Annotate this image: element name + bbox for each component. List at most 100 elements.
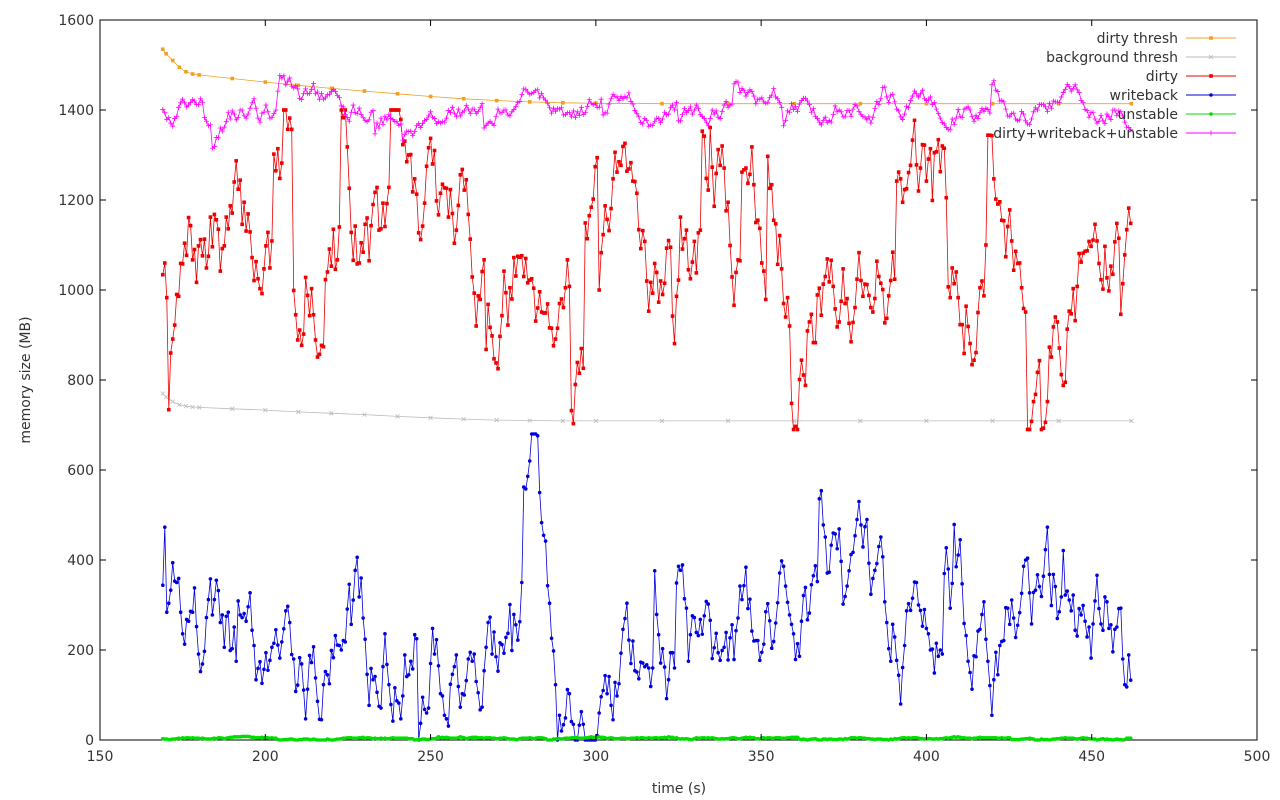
- data-point-dirty-writeback-unstable: [634, 111, 640, 117]
- data-point-dirty-writeback-unstable: [170, 123, 176, 129]
- legend-label-dirty-thresh: dirty thresh: [1097, 31, 1178, 47]
- data-point-writeback: [672, 666, 677, 670]
- data-point-dirty-thresh: [190, 72, 195, 76]
- data-point-writeback: [365, 672, 369, 677]
- data-point-dirty-writeback-unstable: [229, 108, 235, 114]
- y-tick-label: 1400: [58, 103, 94, 119]
- data-point-dirty: [880, 287, 885, 292]
- data-point-dirty: [769, 182, 774, 187]
- data-point-dirty: [228, 204, 233, 208]
- data-point-dirty-writeback-unstable: [1068, 88, 1074, 94]
- data-point-dirty: [569, 408, 574, 413]
- data-point-dirty-writeback-unstable: [311, 80, 317, 86]
- data-point-dirty-writeback-unstable: [455, 106, 461, 112]
- data-point-dirty: [349, 230, 354, 235]
- data-point-dirty-writeback-unstable: [1120, 113, 1126, 119]
- data-point-dirty-writeback-unstable: [662, 109, 668, 115]
- data-point-dirty: [343, 108, 348, 112]
- data-point-dirty-writeback-unstable: [547, 105, 553, 111]
- data-point-writeback: [1128, 678, 1133, 682]
- data-point-writeback: [807, 611, 812, 615]
- data-point-dirty-writeback-unstable: [221, 124, 227, 130]
- data-point-writeback: [391, 719, 395, 723]
- data-point-writeback: [466, 657, 471, 661]
- data-point-writeback: [746, 606, 750, 611]
- data-point-dirty: [625, 169, 629, 173]
- data-point-writeback: [206, 597, 211, 602]
- data-point-writeback: [186, 619, 191, 623]
- data-point-writeback: [252, 643, 256, 648]
- data-point-dirty: [301, 332, 306, 336]
- data-point-dirty: [351, 258, 356, 263]
- data-point-writeback: [998, 643, 1002, 648]
- data-point-dirty-writeback-unstable: [535, 87, 541, 93]
- data-point-writeback: [833, 532, 837, 536]
- data-point-dirty: [758, 226, 762, 231]
- data-point-dirty: [232, 180, 237, 184]
- data-point-writeback: [1011, 616, 1016, 620]
- data-point-writeback: [696, 633, 701, 638]
- data-point-writeback: [1067, 598, 1072, 602]
- data-point-dirty: [811, 340, 816, 345]
- data-point-dirty: [442, 186, 447, 190]
- data-point-dirty-writeback-unstable: [705, 123, 711, 129]
- data-point-dirty: [999, 218, 1004, 223]
- data-point-dirty: [518, 255, 522, 259]
- data-point-dirty: [287, 116, 292, 120]
- data-point-writeback: [855, 517, 859, 522]
- data-point-writeback: [704, 599, 709, 604]
- data-point-dirty-thresh: [561, 101, 565, 105]
- data-point-background-thresh: [296, 409, 301, 415]
- data-point-dirty: [567, 284, 572, 289]
- data-point-writeback: [920, 624, 925, 628]
- data-point-writeback: [375, 690, 379, 695]
- data-point-background-thresh: [858, 418, 863, 424]
- data-point-dirty: [365, 216, 369, 220]
- data-point-dirty: [744, 166, 748, 170]
- data-point-writeback: [1103, 595, 1107, 599]
- data-point-writeback: [486, 620, 490, 625]
- legend-label-background-thresh: background thresh: [1046, 50, 1178, 66]
- data-point-dirty: [950, 266, 955, 270]
- data-point-dirty-writeback-unstable: [937, 115, 943, 121]
- x-tick-label: 200: [252, 749, 279, 765]
- data-point-writeback: [1083, 619, 1087, 623]
- x-tick-label: 400: [913, 749, 940, 765]
- data-point-dirty-writeback-unstable: [828, 119, 834, 125]
- data-point-dirty: [262, 267, 266, 271]
- data-point-dirty: [611, 177, 615, 181]
- data-point-dirty: [559, 297, 564, 301]
- data-point-dirty-writeback-unstable: [578, 104, 584, 110]
- data-point-writeback: [664, 696, 669, 701]
- data-point-dirty: [416, 231, 421, 235]
- data-point-dirty: [1067, 309, 1072, 313]
- data-point-dirty: [783, 315, 788, 319]
- data-point-dirty-writeback-unstable: [511, 107, 517, 113]
- data-point-writeback: [613, 680, 617, 685]
- data-point-dirty-writeback-unstable: [987, 110, 993, 116]
- data-point-writeback: [393, 686, 397, 690]
- data-point-dirty: [440, 182, 445, 187]
- data-point-writeback: [597, 711, 601, 715]
- data-point-dirty-writeback-unstable: [995, 89, 1001, 95]
- data-point-writeback: [321, 682, 326, 687]
- data-point-dirty: [646, 309, 651, 313]
- data-point-dirty: [184, 253, 189, 258]
- data-point-writeback: [557, 713, 562, 718]
- data-point-dirty-writeback-unstable: [771, 85, 777, 91]
- data-point-dirty: [789, 401, 794, 406]
- data-point-dirty-writeback-unstable: [196, 102, 202, 108]
- data-point-dirty-writeback-unstable: [874, 98, 880, 104]
- data-point-dirty-writeback-unstable: [219, 128, 225, 134]
- data-point-dirty: [761, 269, 766, 273]
- data-point-dirty: [1089, 244, 1093, 249]
- data-point-dirty: [944, 195, 949, 200]
- data-point-dirty: [202, 237, 207, 241]
- data-point-writeback: [934, 641, 939, 646]
- data-point-writeback: [720, 648, 724, 653]
- data-point-dirty-writeback-unstable: [570, 108, 576, 114]
- data-point-dirty-writeback-unstable: [711, 111, 717, 117]
- data-point-dirty: [220, 246, 225, 251]
- data-point-dirty-writeback-unstable: [608, 96, 614, 102]
- data-point-writeback: [178, 610, 183, 614]
